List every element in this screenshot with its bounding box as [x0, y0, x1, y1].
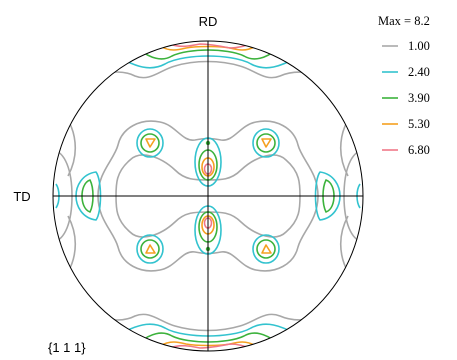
plane-label: {1 1 1} [48, 340, 86, 355]
legend-value-3: 3.90 [408, 91, 430, 105]
legend-value-4: 5.30 [408, 117, 430, 131]
rd-label: RD [199, 14, 218, 29]
td-label: TD [13, 189, 30, 204]
legend: Max = 8.2 1.00 2.40 3.90 5.30 6.80 [378, 14, 430, 157]
legend-value-5: 6.80 [408, 143, 430, 157]
legend-max: Max = 8.2 [378, 14, 430, 28]
legend-value-2: 2.40 [408, 65, 430, 79]
legend-value-1: 1.00 [408, 39, 430, 53]
